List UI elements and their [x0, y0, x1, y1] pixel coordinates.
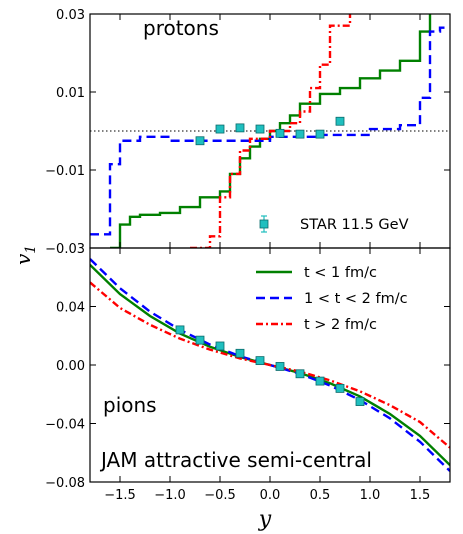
- bottom-y-tick-label: 0.00: [56, 359, 85, 374]
- bottom-x-tick-label: −0.5: [204, 488, 236, 503]
- top-series-0-line: [110, 14, 432, 248]
- bottom-x-tick-label: −1.5: [104, 488, 136, 503]
- bottom-x-tick-label: 0.0: [260, 488, 281, 503]
- bottom-y-tick-label: 0.04: [56, 301, 85, 316]
- jam-label: JAM attractive semi-central: [99, 448, 372, 472]
- bottom-star-point: [355, 397, 365, 406]
- legend-label-0: t < 1 fm/c: [304, 265, 377, 281]
- bottom-star-point: [295, 369, 305, 379]
- top-y-ticks: −0.03 −0.01 0.01 0.03: [45, 8, 450, 257]
- bottom-x-tick-label: 0.5: [310, 488, 331, 503]
- top-y-tick-label: −0.01: [45, 164, 85, 179]
- top-star-point: [295, 129, 305, 139]
- bottom-plot-area: [90, 258, 450, 472]
- y-axis-label-main: v: [11, 253, 35, 265]
- bottom-plot-frame: [89, 247, 451, 483]
- top-y-tick-label: −0.03: [45, 242, 85, 257]
- bottom-x-tick-label: −1.0: [154, 488, 186, 503]
- bottom-star-point: [315, 376, 325, 386]
- top-star-point: [235, 123, 245, 133]
- bottom-star-point: [235, 348, 245, 358]
- bottom-series-2-line: [90, 281, 450, 449]
- star-legend-text: STAR 11.5 GeV: [300, 217, 409, 233]
- top-y-tick-label: 0.01: [56, 86, 85, 101]
- bottom-y-tick-label: −0.08: [45, 476, 85, 491]
- bottom-star-point: [335, 383, 345, 393]
- y-axis-label: v1: [11, 245, 39, 265]
- y-axis-label-sub: 1: [23, 245, 39, 254]
- star-legend-marker: [259, 219, 269, 229]
- legend-label-2: t > 2 fm/c: [304, 317, 377, 333]
- top-star-point: [255, 124, 265, 134]
- bottom-panel: −0.08 −0.04 0.00 0.04 −1.5 −1.0 −0.5 0.0 0.5 1.0 1…: [45, 247, 451, 503]
- star-legend: STAR 11.5 GeV: [259, 215, 409, 233]
- top-series-1-line: [90, 26, 450, 236]
- top-star-point: [335, 116, 345, 126]
- pions-label: pions: [103, 393, 157, 417]
- top-star-point: [195, 136, 205, 146]
- top-series-2-line: [190, 14, 352, 248]
- top-star-point: [275, 128, 285, 138]
- top-plot-area: [90, 14, 450, 248]
- bottom-star-point: [195, 335, 205, 345]
- top-star-point: [315, 129, 325, 139]
- top-panel: −0.03 −0.01 0.01 0.03 protons STAR 11.5 GeV: [45, 8, 451, 257]
- model-legend: t < 1 fm/c 1 < t < 2 fm/c t > 2 fm/c: [256, 265, 408, 333]
- top-star-point: [215, 124, 225, 134]
- bottom-star-point: [255, 356, 265, 366]
- bottom-y-tick-label: −0.04: [45, 418, 85, 433]
- bottom-x-tick-label: 1.5: [410, 488, 431, 503]
- bottom-star-point: [175, 325, 185, 335]
- bottom-x-tick-label: 1.0: [360, 488, 381, 503]
- bottom-ticks: −0.08 −0.04 0.00 0.04 −1.5 −1.0 −0.5 0.0 0.5 1.0 1…: [45, 248, 450, 503]
- x-axis-label: y: [258, 507, 272, 532]
- protons-label: protons: [143, 16, 219, 40]
- top-y-tick-label: 0.03: [56, 8, 85, 23]
- bottom-star-point: [275, 362, 285, 371]
- legend-label-1: 1 < t < 2 fm/c: [304, 291, 408, 307]
- bottom-star-point: [215, 341, 225, 351]
